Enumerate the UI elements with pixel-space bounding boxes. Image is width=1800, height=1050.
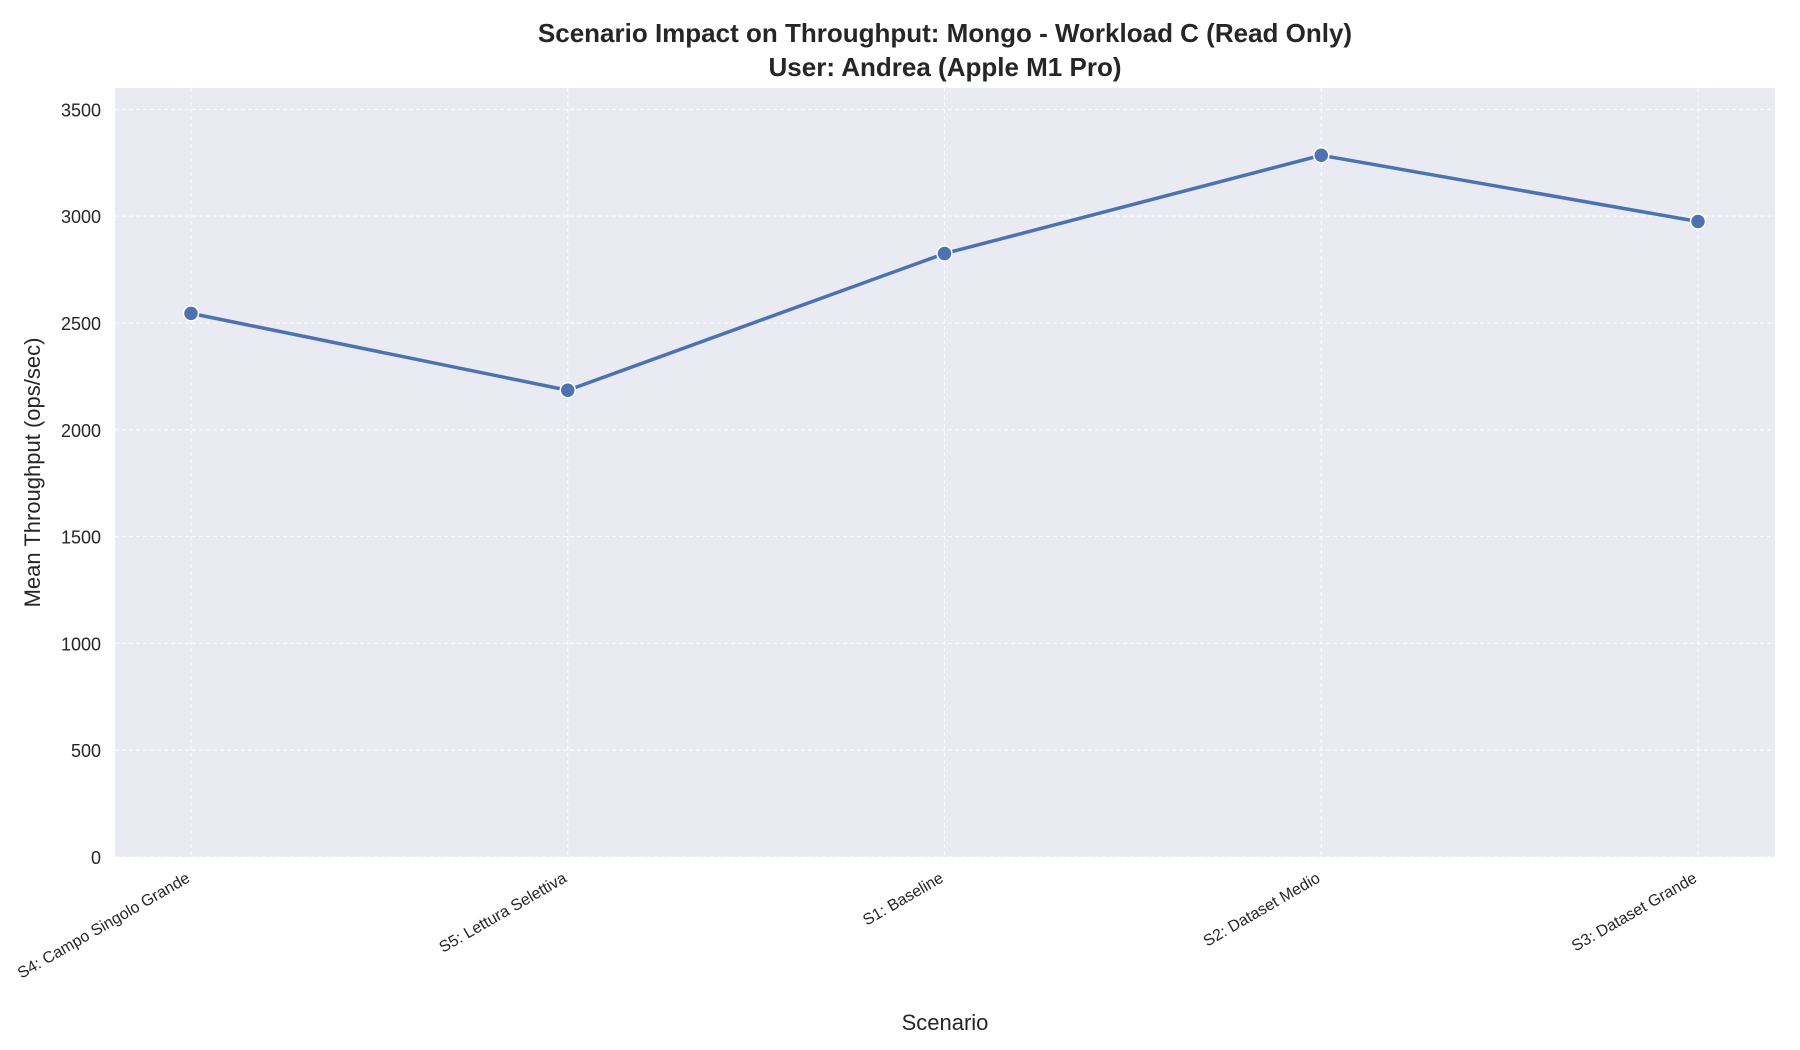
y-tick-label: 0 bbox=[91, 848, 101, 868]
x-tick-label: S4: Campo Singolo Grande bbox=[15, 870, 193, 983]
x-axis-ticks: S4: Campo Singolo Grande S5: Lettura Sele… bbox=[15, 870, 1700, 983]
x-tick-label: S3: Dataset Grande bbox=[1569, 870, 1700, 955]
chart-subtitle: User: Andrea (Apple M1 Pro) bbox=[769, 52, 1122, 82]
y-tick-label: 1000 bbox=[61, 634, 101, 654]
y-tick-label: 3000 bbox=[61, 207, 101, 227]
y-tick-label: 1500 bbox=[61, 528, 101, 548]
y-tick-label: 2500 bbox=[61, 314, 101, 334]
y-tick-label: 500 bbox=[71, 741, 101, 761]
y-tick-label: 2000 bbox=[61, 421, 101, 441]
x-tick-label: S1: Baseline bbox=[860, 870, 946, 930]
y-axis-ticks: 0 500 1000 1500 2000 2500 3000 3500 bbox=[61, 100, 101, 868]
x-axis-label: Scenario bbox=[902, 1010, 989, 1035]
data-point bbox=[1689, 213, 1707, 230]
data-point bbox=[936, 245, 953, 262]
data-point bbox=[1313, 147, 1330, 164]
chart-title: Scenario Impact on Throughput: Mongo - W… bbox=[538, 18, 1352, 48]
series-layer bbox=[182, 147, 1707, 399]
data-point bbox=[182, 305, 200, 322]
data-point bbox=[559, 382, 576, 399]
y-axis-label: Mean Throughput (ops/sec) bbox=[20, 338, 45, 608]
x-tick-label: S2: Dataset Medio bbox=[1201, 870, 1324, 951]
x-tick-label: S5: Lettura Selettiva bbox=[436, 870, 569, 957]
y-tick-label: 3500 bbox=[61, 100, 101, 120]
